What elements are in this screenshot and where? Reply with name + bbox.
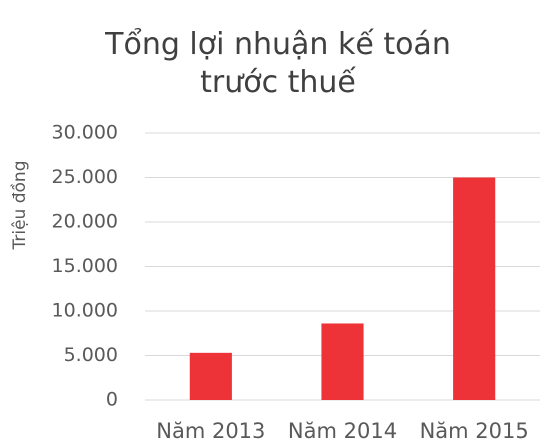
- bar: [321, 323, 364, 400]
- y-axis-label: Triệu đồng: [9, 161, 30, 251]
- bar: [189, 352, 232, 400]
- y-tick-label: 5.000: [64, 344, 118, 366]
- bar: [453, 177, 496, 400]
- y-tick-label: 30.000: [52, 122, 118, 144]
- y-tick-label: 0: [106, 389, 118, 411]
- y-tick-label: 20.000: [52, 211, 118, 233]
- y-tick-label: 25.000: [52, 166, 118, 188]
- x-tick-label: Năm 2014: [288, 419, 397, 443]
- x-tick-label: Năm 2015: [420, 419, 529, 443]
- y-tick-label: 15.000: [52, 255, 118, 277]
- y-tick-label: 10.000: [52, 300, 118, 322]
- x-tick-label: Năm 2013: [156, 419, 265, 443]
- chart-title: Tổng lợi nhuận kế toán trước thuế: [105, 27, 451, 100]
